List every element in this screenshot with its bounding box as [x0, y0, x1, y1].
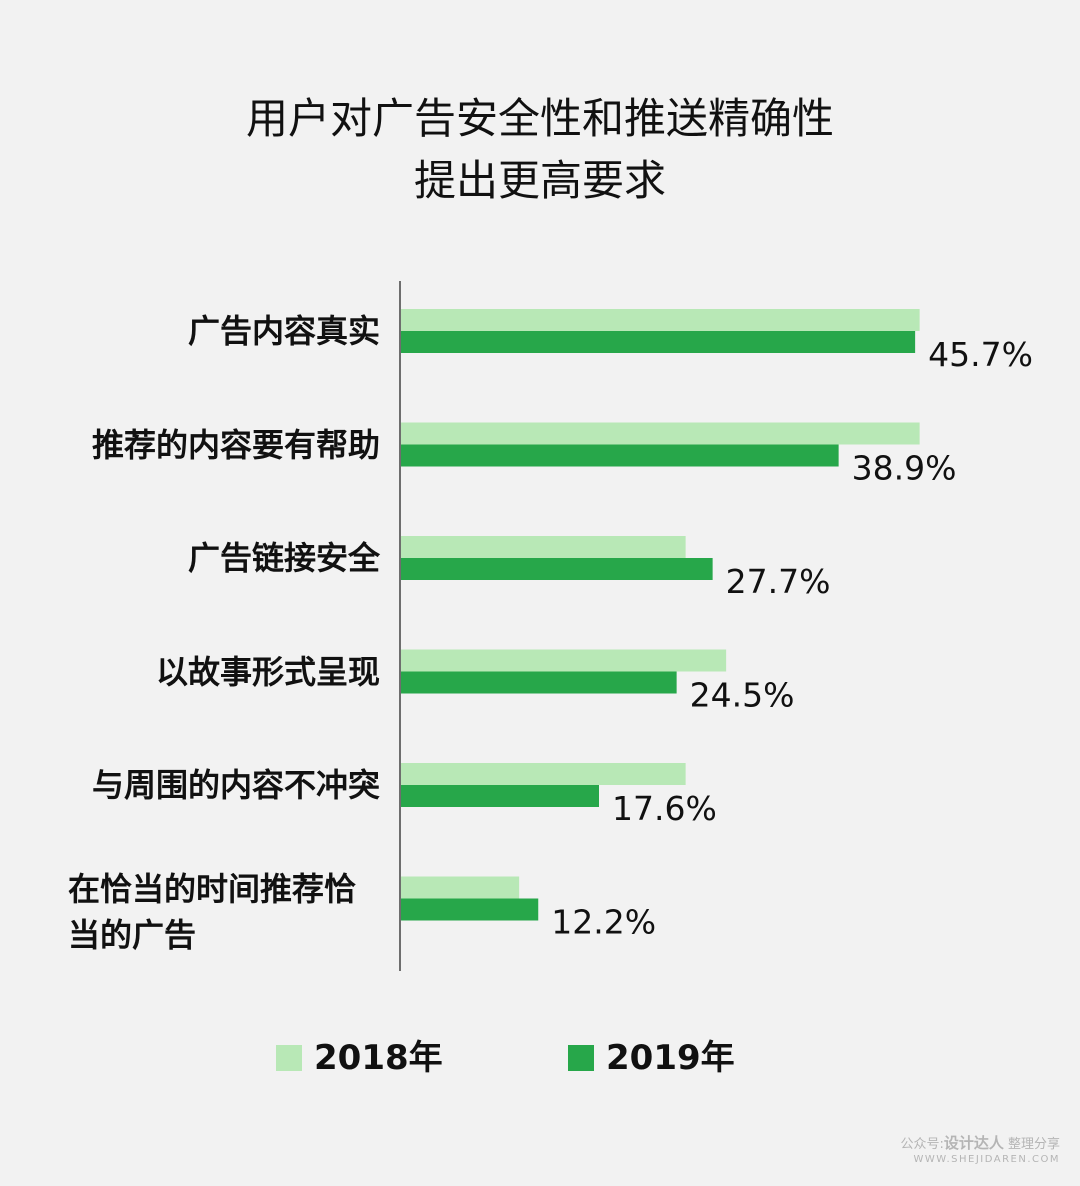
category-label-5-line-1: 当的广告: [68, 915, 197, 954]
category-label-5-line-0: 在恰当的时间推荐恰: [68, 869, 357, 908]
legend-label-2019: 2019年: [606, 1038, 735, 1078]
watermark: 公众号:设计达人 整理分享 WWW.SHEJIDAREN.COM: [900, 1136, 1060, 1167]
category-label-4-line-0: 与周围的内容不冲突: [91, 766, 380, 804]
legend-swatch-2018: [276, 1045, 302, 1071]
bar-2018-2: [401, 536, 686, 558]
category-label-5: 在恰当的时间推荐恰 当的广告: [68, 866, 388, 958]
bar-chart: 45.7% 38.9% 27.7% 24.5% 17.6% 12.2%: [399, 281, 1033, 971]
data-label-2019-4: 17.6%: [612, 789, 717, 828]
legend-item-2018: 2018年: [276, 1036, 443, 1080]
category-label-3-line-0: 以故事形式呈现: [155, 652, 380, 691]
data-label-2019-5: 12.2%: [551, 903, 656, 942]
watermark-url: WWW.SHEJIDAREN.COM: [913, 1154, 1060, 1165]
watermark-prefix: 公众号:: [900, 1137, 944, 1152]
data-label-2019-0: 45.7%: [928, 335, 1033, 374]
chart-title-line-2: 提出更高要求: [413, 156, 666, 205]
data-label-2019-3: 24.5%: [690, 676, 795, 715]
category-label-2: 广告链接安全: [0, 535, 380, 581]
bar-2019-4: [401, 785, 599, 807]
legend-label-2018: 2018年: [314, 1038, 443, 1078]
bar-2018-3: [401, 649, 727, 672]
bar-2019-5: [401, 898, 539, 921]
bar-2019-3: [401, 671, 677, 694]
category-label-1-line-0: 推荐的内容要有帮助: [91, 425, 380, 464]
category-label-4: 与周围的内容不冲突: [0, 762, 380, 808]
chart-title: 用户对广告安全性和推送精确性 提出更高要求: [0, 88, 1080, 212]
data-label-2019-2: 27.7%: [726, 562, 831, 601]
bar-2019-2: [401, 558, 713, 580]
category-label-2-line-0: 广告链接安全: [187, 539, 380, 577]
bar-2018-1: [401, 422, 920, 445]
watermark-brand: 设计达人: [943, 1134, 1004, 1152]
legend: 2018年 2019年: [0, 1036, 1080, 1080]
category-label-1: 推荐的内容要有帮助: [0, 422, 380, 468]
bar-2018-5: [401, 876, 520, 899]
bar-2018-0: [401, 309, 920, 331]
watermark-suffix: 整理分享: [1007, 1137, 1060, 1152]
bar-2019-0: [401, 331, 916, 353]
legend-item-2019: 2019年: [568, 1036, 735, 1080]
data-label-2019-1: 38.9%: [852, 449, 957, 488]
category-label-0: 广告内容真实: [0, 308, 380, 354]
category-label-3: 以故事形式呈现: [0, 649, 380, 695]
bar-2018-4: [401, 763, 686, 785]
chart-title-line-1: 用户对广告安全性和推送精确性: [245, 94, 834, 143]
category-label-0-line-0: 广告内容真实: [187, 312, 380, 350]
legend-swatch-2019: [568, 1045, 594, 1071]
bar-2019-1: [401, 444, 839, 467]
